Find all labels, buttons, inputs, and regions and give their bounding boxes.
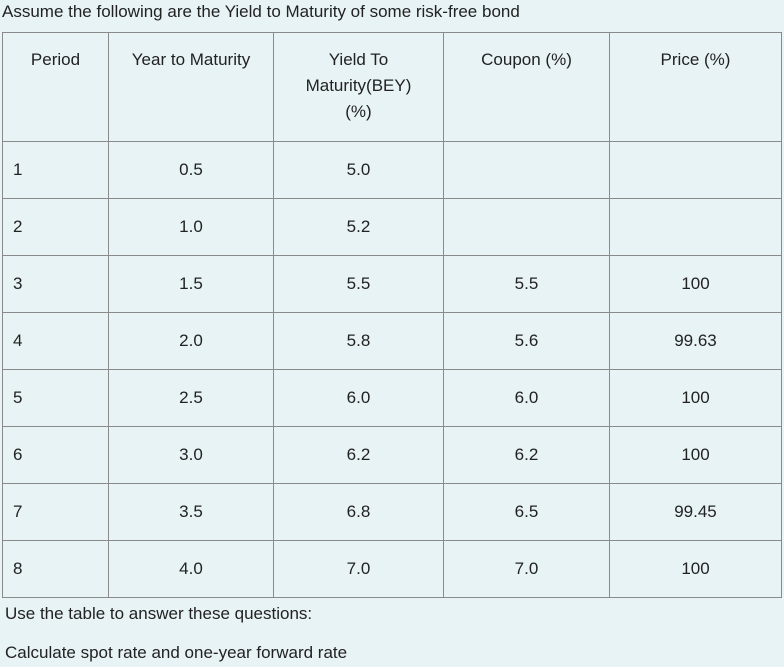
- yield-table: Period Year to Maturity Yield To Maturit…: [2, 32, 782, 598]
- header-ytm-line-2: Maturity(BEY): [305, 76, 412, 95]
- cell-price: 100: [609, 369, 782, 427]
- cell-price: 100: [609, 255, 782, 313]
- header-yield-to-maturity: Yield To Maturity(BEY) (%): [273, 32, 444, 142]
- cell-yield-to-maturity: 5.8: [273, 312, 444, 370]
- cell-coupon: 5.5: [443, 255, 610, 313]
- cell-yield-to-maturity: 6.8: [273, 483, 444, 541]
- header-ytm-line-3: (%): [345, 102, 372, 121]
- cell-coupon: [443, 198, 610, 256]
- cell-period: 2: [2, 198, 109, 256]
- header-ytm-line-1: Yield To: [328, 50, 389, 69]
- table-row: 1 0.5 5.0: [2, 141, 782, 199]
- cell-period: 1: [2, 141, 109, 199]
- cell-period: 4: [2, 312, 109, 370]
- cell-period: 7: [2, 483, 109, 541]
- cell-coupon: 7.0: [443, 540, 610, 598]
- cell-price: [609, 198, 782, 256]
- table-row: 5 2.5 6.0 6.0 100: [2, 369, 782, 427]
- cell-coupon: 6.5: [443, 483, 610, 541]
- question-text: Calculate spot rate and one-year forward…: [5, 643, 348, 662]
- header-period: Period: [2, 32, 109, 142]
- header-coupon: Coupon (%): [443, 32, 610, 142]
- header-price: Price (%): [609, 32, 782, 142]
- cell-yield-to-maturity: 6.0: [273, 369, 444, 427]
- cell-price: [609, 141, 782, 199]
- table-row: 4 2.0 5.8 5.6 99.63: [2, 312, 782, 370]
- cell-year-to-maturity: 4.0: [108, 540, 274, 598]
- table-row: 3 1.5 5.5 5.5 100: [2, 255, 782, 313]
- cell-coupon: 6.0: [443, 369, 610, 427]
- yield-table-body: 1 0.5 5.0 2 1.0 5.2 3 1.5 5.5 5.5 100 4 2.0 5.8 5.6 99.…: [2, 141, 782, 598]
- table-row: 7 3.5 6.8 6.5 99.45: [2, 483, 782, 541]
- intro-text: Assume the following are the Yield to Ma…: [2, 2, 520, 21]
- cell-coupon: 6.2: [443, 426, 610, 484]
- cell-year-to-maturity: 1.0: [108, 198, 274, 256]
- cell-price: 100: [609, 540, 782, 598]
- cell-yield-to-maturity: 5.5: [273, 255, 444, 313]
- cell-year-to-maturity: 0.5: [108, 141, 274, 199]
- cell-year-to-maturity: 2.5: [108, 369, 274, 427]
- header-row: Period Year to Maturity Yield To Maturit…: [2, 32, 782, 142]
- cell-yield-to-maturity: 5.2: [273, 198, 444, 256]
- cell-price: 100: [609, 426, 782, 484]
- cell-year-to-maturity: 3.0: [108, 426, 274, 484]
- cell-period: 3: [2, 255, 109, 313]
- cell-period: 8: [2, 540, 109, 598]
- cell-yield-to-maturity: 7.0: [273, 540, 444, 598]
- cell-period: 6: [2, 426, 109, 484]
- header-year-to-maturity: Year to Maturity: [108, 32, 274, 142]
- cell-price: 99.45: [609, 483, 782, 541]
- table-row: 6 3.0 6.2 6.2 100: [2, 426, 782, 484]
- cell-year-to-maturity: 2.0: [108, 312, 274, 370]
- cell-price: 99.63: [609, 312, 782, 370]
- cell-year-to-maturity: 3.5: [108, 483, 274, 541]
- cell-yield-to-maturity: 5.0: [273, 141, 444, 199]
- cell-coupon: 5.6: [443, 312, 610, 370]
- question-intro: Use the table to answer these questions:: [5, 604, 313, 623]
- table-row: 2 1.0 5.2: [2, 198, 782, 256]
- yield-table-header: Period Year to Maturity Yield To Maturit…: [2, 32, 782, 142]
- cell-period: 5: [2, 369, 109, 427]
- cell-coupon: [443, 141, 610, 199]
- cell-year-to-maturity: 1.5: [108, 255, 274, 313]
- table-row: 8 4.0 7.0 7.0 100: [2, 540, 782, 598]
- cell-yield-to-maturity: 6.2: [273, 426, 444, 484]
